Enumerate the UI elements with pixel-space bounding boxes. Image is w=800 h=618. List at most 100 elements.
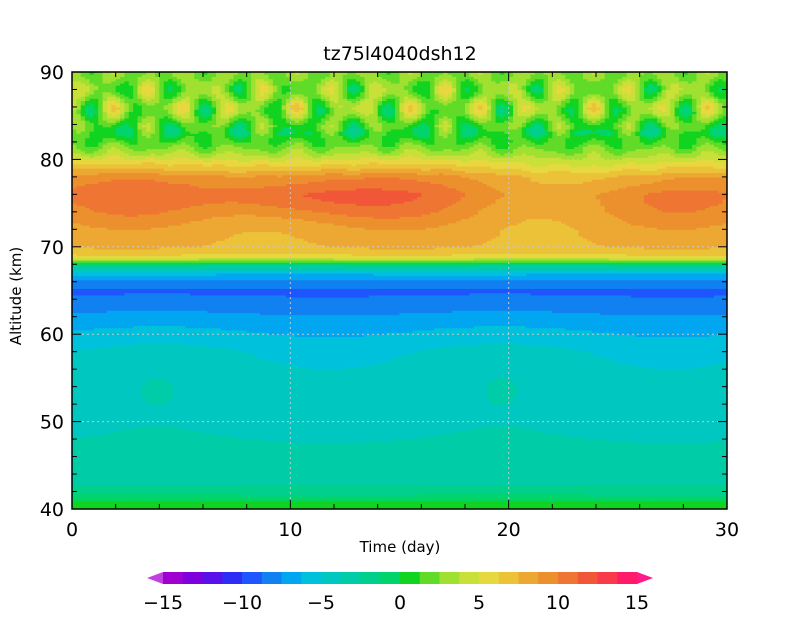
contour-cell (268, 139, 287, 143)
contour-cell (141, 98, 147, 101)
contour-cell (168, 85, 174, 88)
contour-cell (473, 139, 492, 143)
contour-cell (399, 115, 405, 119)
contour-cell (72, 362, 287, 366)
contour-cell (403, 120, 414, 123)
contour-cell (85, 113, 95, 117)
contour-cell (473, 98, 488, 101)
contour-cell (259, 133, 265, 136)
contour-cell (316, 85, 322, 88)
contour-cell (486, 96, 497, 99)
contour-cell (342, 122, 348, 126)
contour-cell (203, 109, 208, 112)
contour-cell (582, 120, 593, 123)
contour-cell (399, 76, 418, 80)
contour-cell (399, 104, 405, 108)
contour-cell (163, 152, 195, 156)
contour-cell (443, 126, 449, 130)
contour-cell (565, 347, 727, 351)
contour-cell (106, 141, 121, 145)
contour-cell (421, 113, 427, 117)
contour-cell (504, 98, 510, 101)
contour-cell (285, 111, 291, 115)
contour-cell (604, 120, 619, 123)
contour-cell (661, 91, 667, 95)
contour-cell (377, 157, 401, 160)
contour-cell (700, 111, 715, 115)
contour-cell (443, 78, 449, 82)
contour-cell (203, 264, 344, 268)
contour-cell (521, 133, 527, 136)
contour-cell (242, 120, 252, 123)
contour-cell (128, 113, 143, 117)
contour-cell (237, 159, 252, 163)
contour-cell (465, 128, 470, 132)
contour-cell (578, 229, 727, 233)
contour-cell (465, 111, 470, 115)
contour-cell (364, 227, 427, 230)
contour-cell (98, 98, 104, 101)
contour-cell (198, 120, 208, 123)
contour-cell (412, 109, 418, 112)
contour-cell (216, 432, 444, 436)
contour-cell (251, 93, 256, 97)
contour-cell (517, 111, 536, 115)
contour-cell (342, 76, 366, 80)
x-tick-label: 20 (497, 519, 521, 541)
contour-cell (639, 78, 649, 82)
contour-cell (285, 362, 374, 366)
contour-cell (434, 128, 440, 132)
contour-cell (486, 150, 497, 154)
contour-cell (604, 141, 623, 145)
contour-cell (355, 203, 392, 206)
contour-cell (709, 91, 715, 95)
contour-cell (368, 246, 436, 250)
contour-cell (709, 133, 727, 136)
contour-cell (347, 168, 361, 171)
contour-cell (478, 179, 532, 182)
contour-cell (482, 82, 510, 86)
contour-cell (189, 96, 200, 99)
contour-cell (120, 104, 125, 108)
colorbar-swatch (340, 572, 361, 584)
contour-cell (587, 102, 593, 106)
contour-cell (347, 98, 361, 101)
contour-cell (272, 78, 291, 82)
colorbar-swatch (459, 572, 480, 584)
contour-cell (285, 100, 291, 104)
contour-cell (355, 78, 366, 82)
contour-cell (211, 144, 222, 147)
contour-cell (246, 93, 252, 97)
contour-cell (80, 74, 104, 77)
contour-cell (382, 91, 409, 95)
contour-cell (85, 141, 99, 145)
contour-cell (438, 89, 453, 93)
contour-cell (211, 135, 226, 139)
contour-cell (111, 80, 125, 84)
contour-cell (251, 126, 256, 130)
contour-cell (294, 141, 305, 145)
contour-cell (674, 148, 698, 152)
contour-cell (661, 144, 667, 147)
contour-cell (421, 93, 431, 97)
contour-cell (622, 146, 654, 150)
contour-cell (347, 72, 357, 75)
contour-cell (639, 117, 645, 121)
contour-cell (255, 353, 405, 357)
contour-cell (150, 91, 156, 95)
contour-cell (630, 104, 654, 108)
contour-cell (72, 364, 296, 368)
contour-cell (268, 126, 274, 130)
contour-cell (687, 109, 693, 112)
contour-cell (146, 380, 169, 383)
contour-cell (630, 78, 641, 82)
contour-cell (661, 126, 667, 130)
contour-cell (342, 133, 353, 136)
contour-cell (526, 117, 536, 121)
contour-cell (72, 115, 82, 119)
contour-cell (277, 133, 291, 136)
contour-cell (530, 139, 549, 143)
contour-cell (635, 82, 641, 86)
contour-cell (141, 133, 152, 136)
contour-cell (587, 152, 601, 156)
